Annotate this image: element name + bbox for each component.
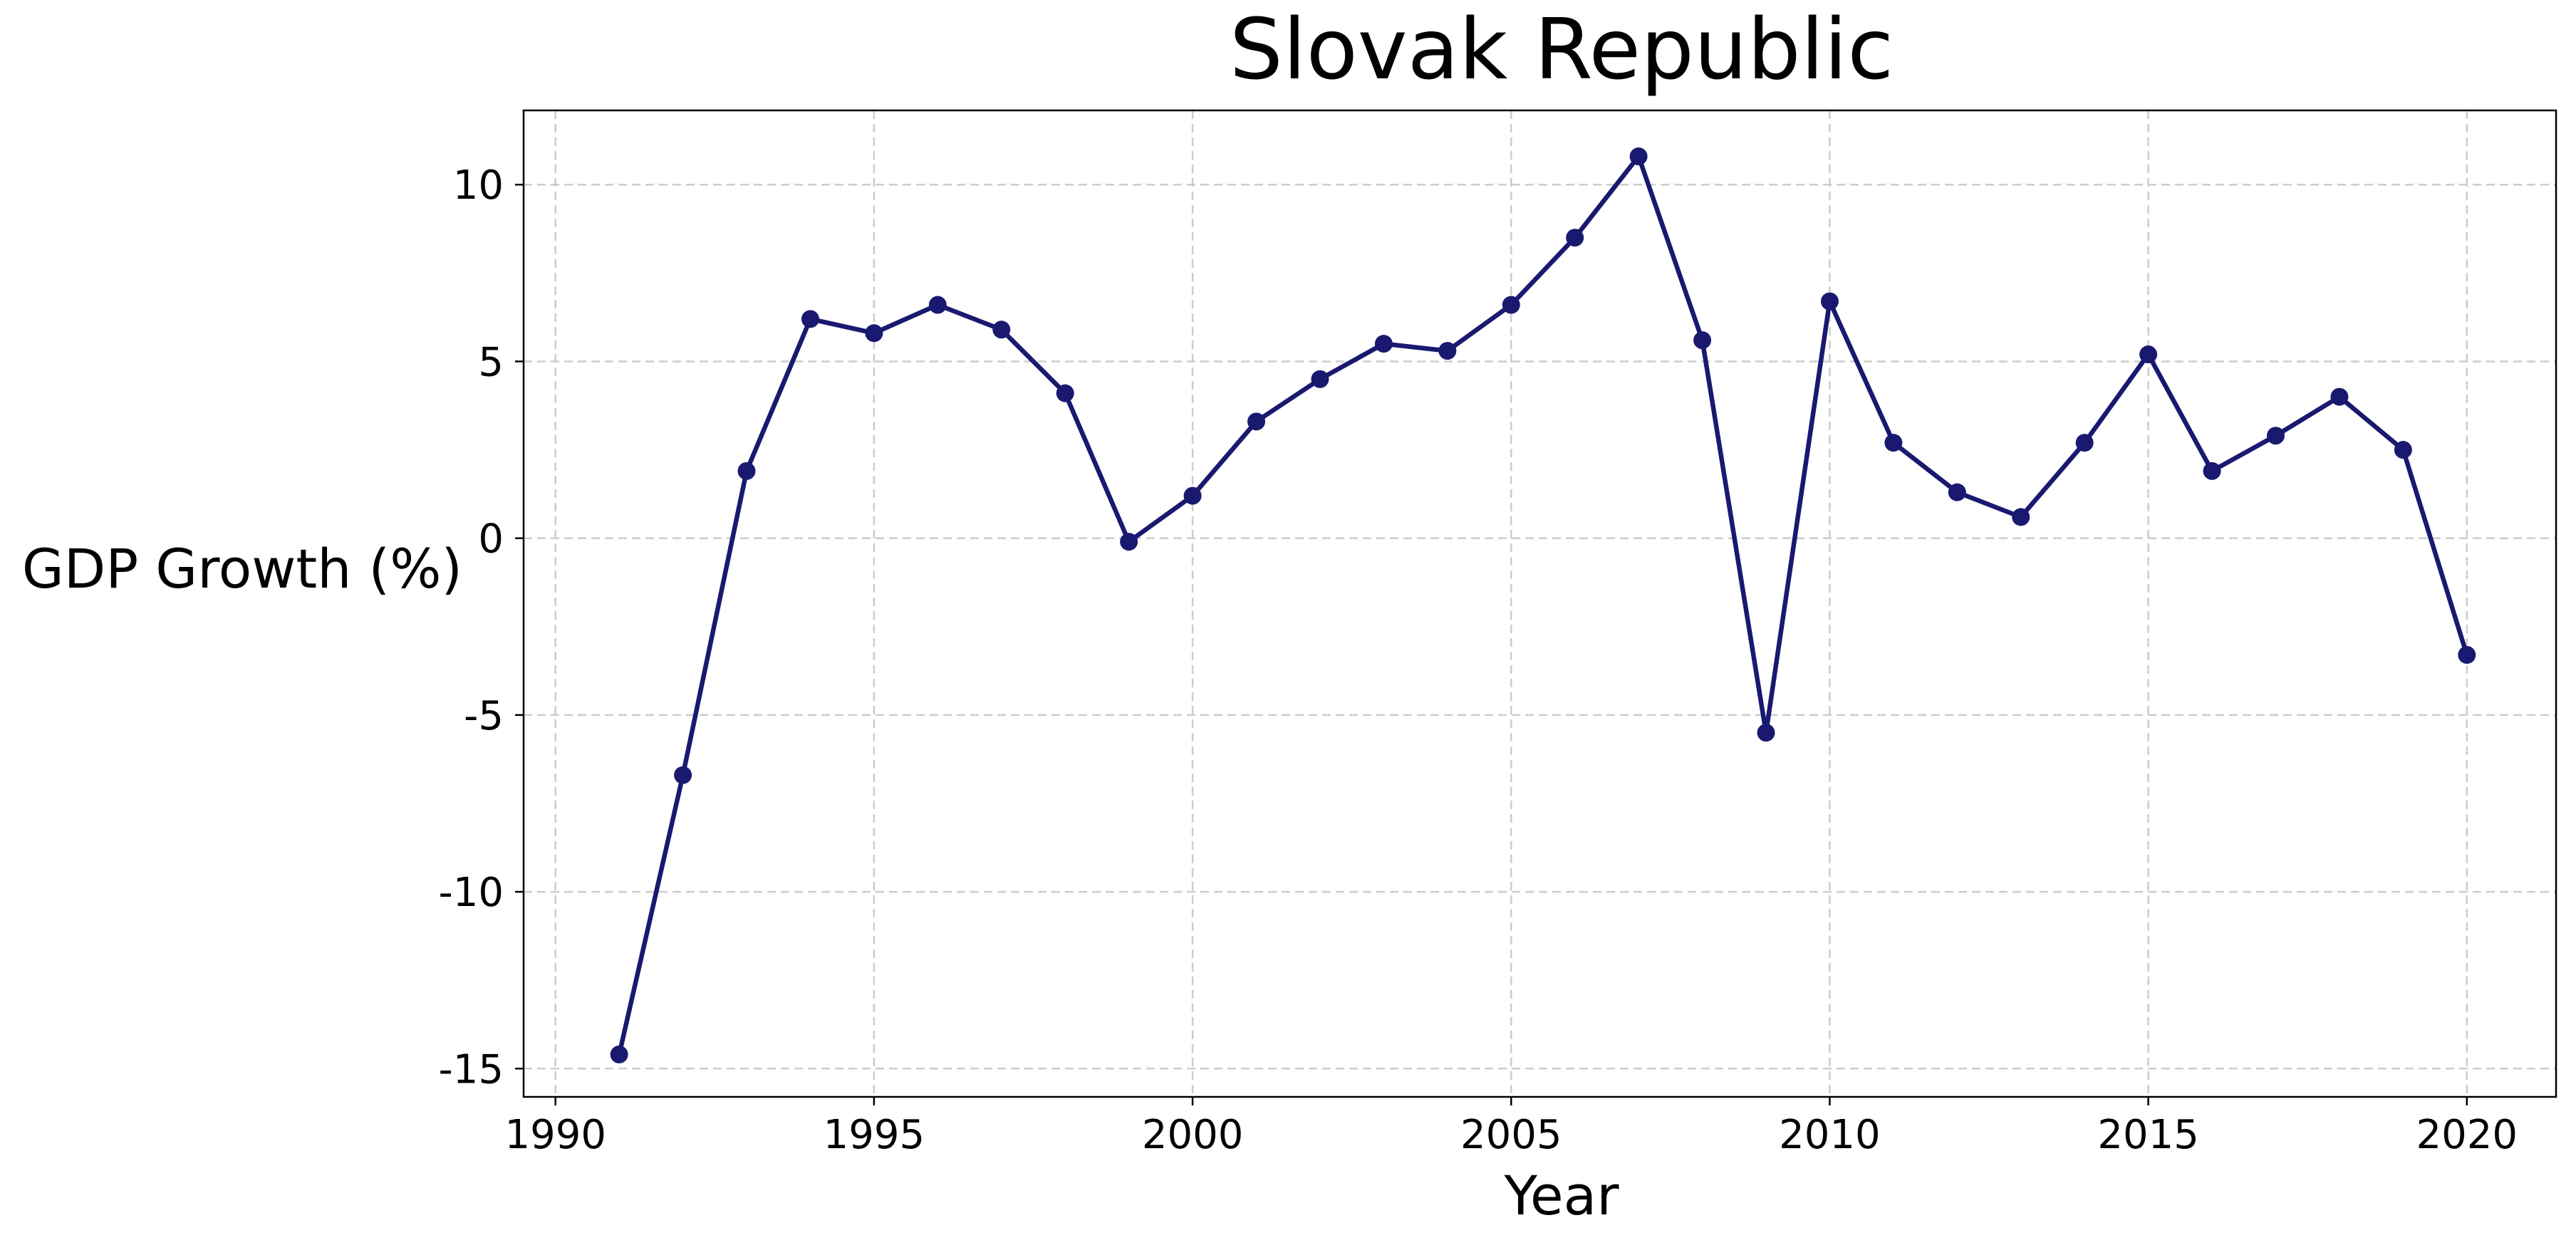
data-point [2139, 345, 2158, 364]
x-tick-label: 2000 [1142, 1112, 1244, 1158]
data-point [1311, 370, 1329, 388]
data-point [801, 310, 819, 328]
data-point [992, 321, 1011, 339]
data-point [1757, 724, 1775, 742]
chart-title: Slovak Republic [1230, 0, 1894, 98]
data-point [2330, 387, 2349, 406]
y-tick-label: -15 [439, 1046, 504, 1093]
data-point [1948, 483, 1966, 501]
x-tick-label: 2020 [2416, 1112, 2518, 1158]
data-point [1183, 486, 1202, 505]
data-point [2458, 645, 2476, 664]
x-tick-label: 2015 [2097, 1112, 2199, 1158]
y-axis-label: GDP Growth (%) [22, 537, 462, 600]
y-tick-label: 10 [453, 162, 504, 209]
data-point [1056, 384, 1074, 402]
data-point [2075, 434, 2094, 452]
data-point [2266, 427, 2285, 445]
data-point [2203, 462, 2221, 480]
x-axis-label: Year [1504, 1164, 1620, 1227]
data-point [1120, 533, 1138, 551]
data-point [1629, 147, 1648, 166]
data-point [1374, 335, 1393, 353]
series-line [617, 154, 2469, 1056]
data-point [865, 324, 883, 343]
data-point [737, 462, 756, 480]
y-tick-label: 5 [478, 339, 504, 385]
x-tick-label: 1990 [504, 1112, 606, 1158]
grid-lines [524, 110, 2556, 1097]
data-point [1566, 229, 1584, 247]
y-tick-label: -5 [464, 693, 504, 739]
data-point [2394, 441, 2412, 459]
x-tick-label: 2005 [1460, 1112, 1562, 1158]
data-point [928, 296, 947, 314]
data-point [1438, 342, 1457, 360]
series-layer [610, 147, 2476, 1063]
data-point [674, 766, 692, 784]
plot-frame [522, 109, 2557, 1098]
x-tick-label: 2010 [1779, 1112, 1881, 1158]
data-point [1247, 412, 1266, 431]
data-point [610, 1045, 628, 1063]
data-point [1820, 292, 1839, 311]
x-tick-label: 1995 [824, 1112, 925, 1158]
tick-layer: 1990 1995 2000 2005 2010 2015 2020 -15 -10 -5 0 5 10 [439, 162, 2518, 1158]
data-point [1693, 331, 1712, 350]
y-tick-label: 0 [478, 516, 504, 563]
data-point [1502, 296, 1520, 314]
y-tick-label: -10 [439, 870, 504, 916]
data-point [2012, 508, 2030, 526]
data-point [1884, 434, 1903, 452]
